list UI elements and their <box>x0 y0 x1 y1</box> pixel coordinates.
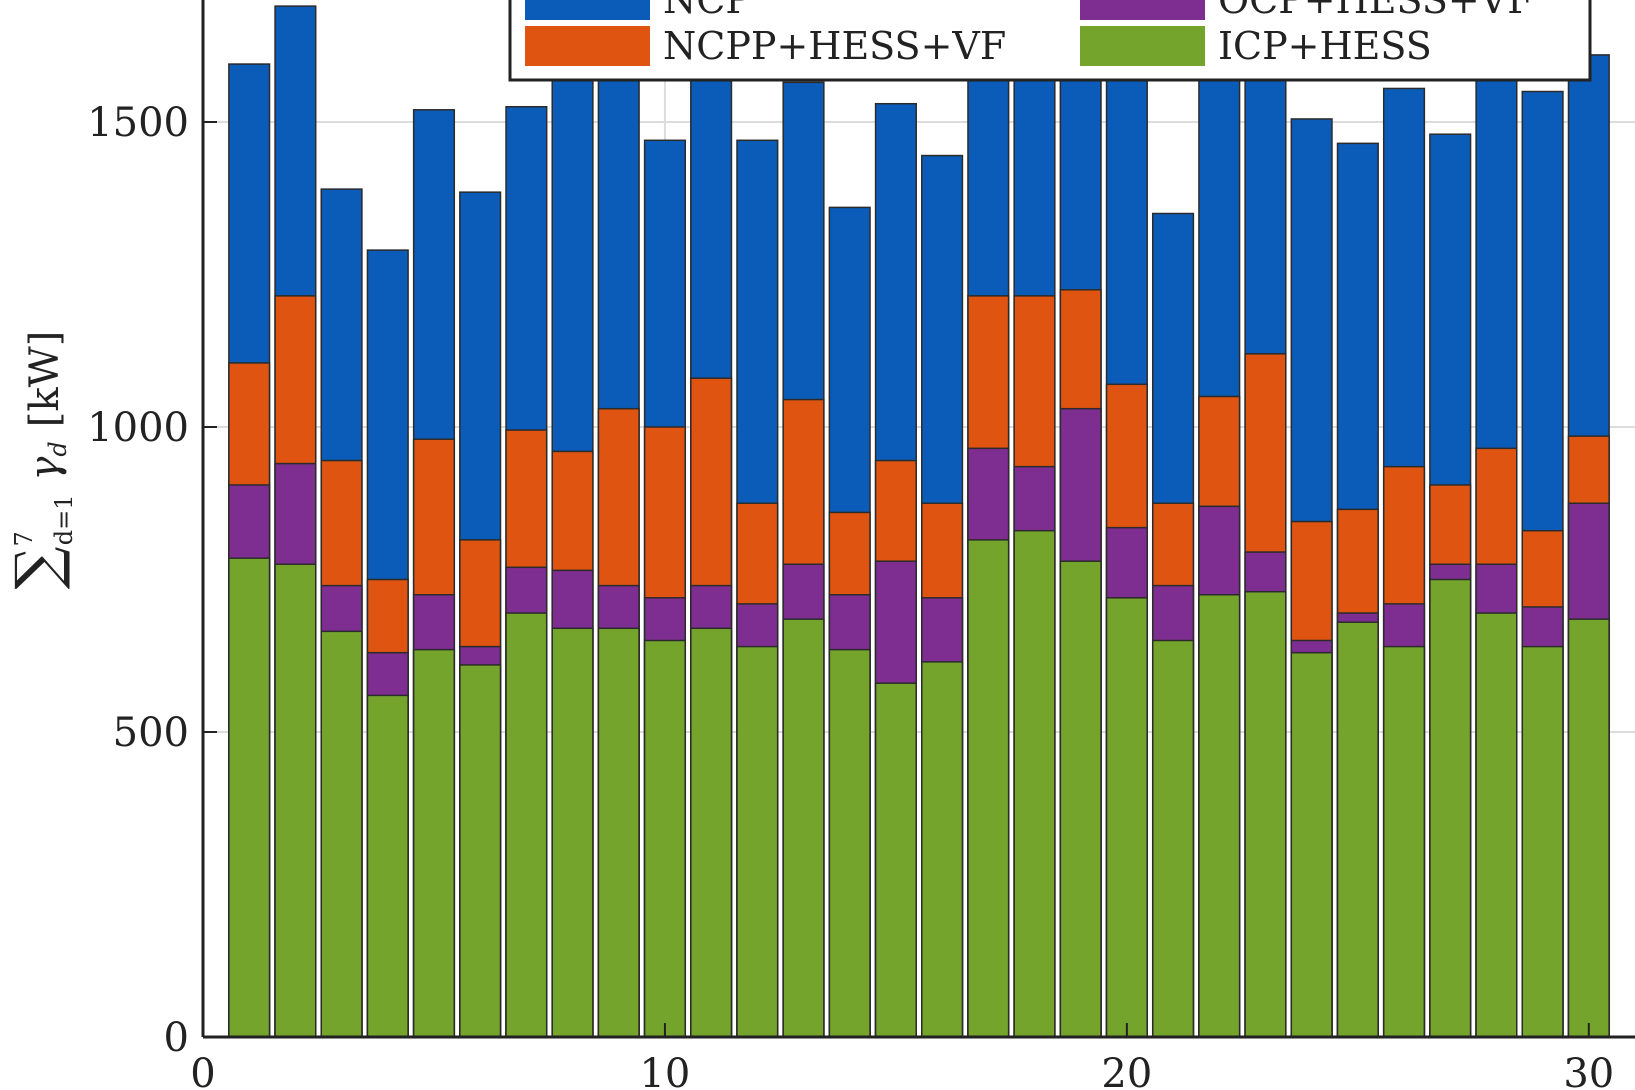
axes <box>201 0 1635 1039</box>
x-tick-label: 10 <box>639 1051 690 1090</box>
bar-icp-hess-12 <box>736 645 779 1038</box>
bar-icp-hess-7 <box>505 612 548 1038</box>
bar-icp-hess-14 <box>828 648 871 1038</box>
ylabel-unit: [kW] <box>22 331 68 428</box>
bar-icp-hess-6 <box>459 664 502 1038</box>
svg-text:∑7d=1γd[kW]: ∑7 d=1 γd [kW] <box>3 331 78 590</box>
y-tick-label: 500 <box>113 710 189 756</box>
bar-icp-hess-17 <box>967 539 1010 1038</box>
bar-icp-hess-5 <box>412 648 456 1038</box>
legend-box <box>508 0 1592 82</box>
bar-icp-hess-20 <box>1105 597 1148 1038</box>
x-tick-label: 30 <box>1563 1051 1614 1090</box>
legend-label-ncpp-hess-vf: NCPP+HESS+VF <box>663 24 1006 68</box>
legend-swatch-ocp-hess-vf <box>1080 0 1205 20</box>
tick-labels: 0 500 1000 1500 0 10 20 30 <box>87 100 1614 1090</box>
y-tick-label: 1500 <box>87 100 189 146</box>
bar-icp-hess-22 <box>1198 594 1241 1038</box>
bar-icp-hess-23 <box>1244 590 1287 1038</box>
legend-label-ocp-hess-vf: OCP+HESS+VF <box>1218 0 1534 22</box>
bar-icp-hess-16 <box>921 661 964 1038</box>
bars-layer <box>228 0 1610 1038</box>
legend-swatch-ncpp-hess-vf <box>525 26 650 66</box>
bar-icp-hess-11 <box>690 627 733 1038</box>
bar-icp-hess-1 <box>228 557 271 1038</box>
x-tick-label: 0 <box>190 1051 215 1090</box>
bar-icp-hess-24 <box>1290 651 1333 1038</box>
bar-icp-hess-28 <box>1475 612 1518 1038</box>
bar-icp-hess-29 <box>1521 645 1564 1038</box>
bar-icp-hess-21 <box>1151 639 1195 1038</box>
bar-icp-hess-8 <box>551 627 594 1038</box>
bar-icp-hess-30 <box>1567 618 1610 1038</box>
ylabel-gamma: γ <box>22 456 68 480</box>
ylabel-lower-limit: d=1 <box>50 494 78 545</box>
ylabel-sum-symbol: ∑ <box>3 546 73 589</box>
bar-icp-hess-3 <box>320 630 363 1038</box>
ylabel-gamma-subscript: d <box>44 441 72 456</box>
legend-swatch-ncp <box>525 0 650 20</box>
bar-icp-hess-19 <box>1059 560 1102 1038</box>
bar-icp-hess-18 <box>1013 529 1056 1038</box>
bar-icp-hess-9 <box>597 627 640 1038</box>
bar-icp-hess-2 <box>274 563 317 1038</box>
bar-icp-hess-10 <box>643 639 687 1038</box>
bar-icp-hess-15 <box>874 682 917 1038</box>
bar-icp-hess-26 <box>1382 645 1426 1038</box>
bar-icp-hess-4 <box>366 694 409 1038</box>
ylabel-upper-limit: 7 <box>10 531 38 546</box>
y-tick-label: 0 <box>164 1015 189 1061</box>
bar-icp-hess-27 <box>1429 578 1472 1038</box>
legend-swatch-icp-hess <box>1080 26 1205 66</box>
legend-label-icp-hess: ICP+HESS <box>1218 24 1432 68</box>
y-axis-label: ∑7 d=1 γd [kW] <box>3 331 78 590</box>
bar-icp-hess-13 <box>782 618 825 1038</box>
legend-label-ncp: NCP <box>663 0 751 22</box>
x-tick-label: 20 <box>1101 1051 1152 1090</box>
y-tick-label: 1000 <box>87 405 189 451</box>
bar-icp-hess-25 <box>1336 621 1379 1038</box>
